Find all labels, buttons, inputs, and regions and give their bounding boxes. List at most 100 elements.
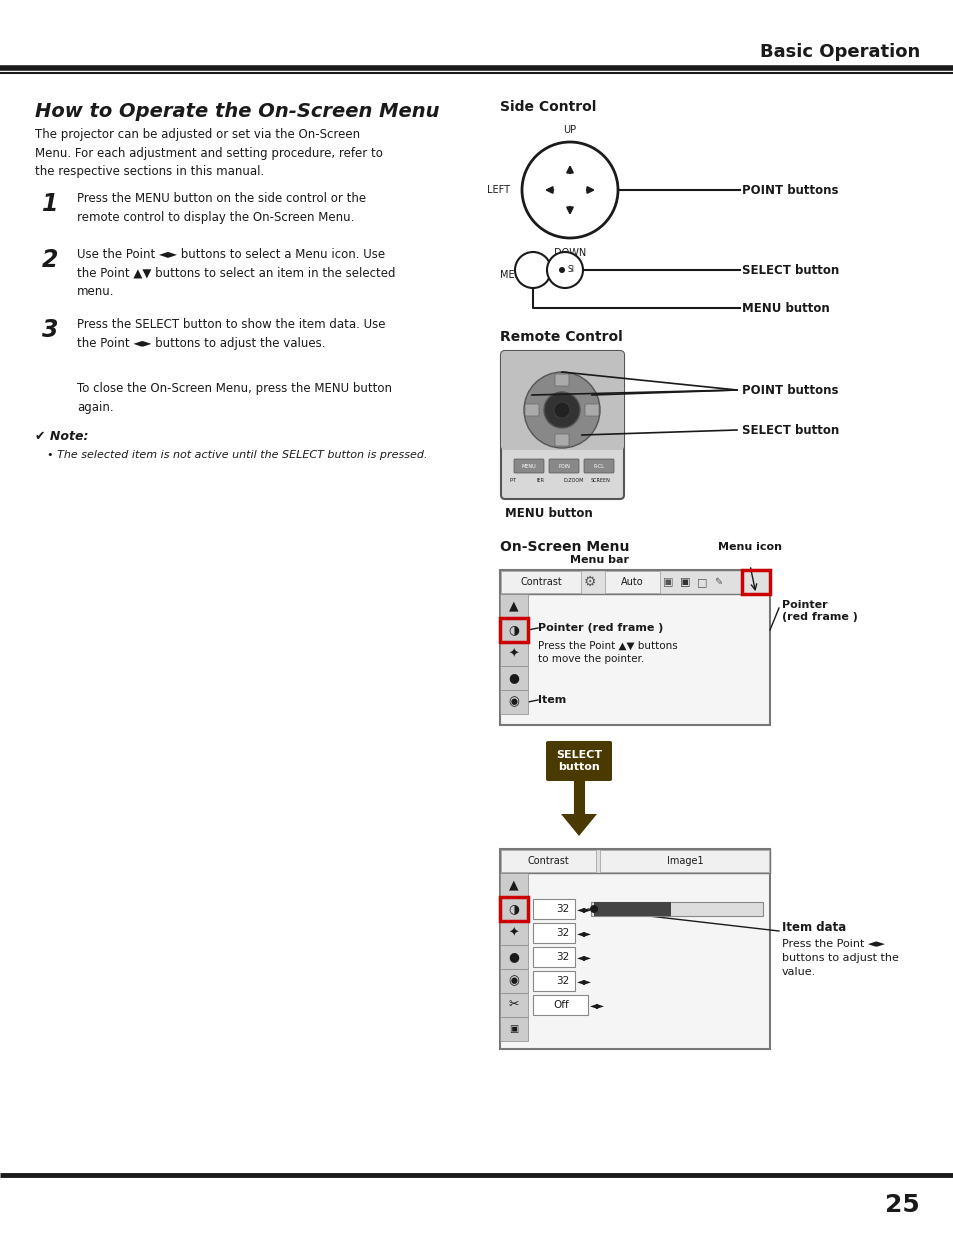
- Text: MENU: MENU: [521, 463, 536, 468]
- Text: ◄►: ◄►: [577, 952, 592, 962]
- Polygon shape: [560, 814, 597, 836]
- Bar: [499, 571, 769, 594]
- Text: MENU button: MENU button: [504, 508, 592, 520]
- Text: SELECT button: SELECT button: [741, 263, 839, 277]
- FancyBboxPatch shape: [514, 459, 543, 473]
- Bar: [599, 850, 768, 872]
- Bar: [590, 902, 762, 916]
- Text: The projector can be adjusted or set via the On-Screen
Menu. For each adjustment: The projector can be adjusted or set via…: [35, 128, 382, 178]
- Bar: [499, 897, 527, 921]
- Text: 25: 25: [884, 1193, 919, 1216]
- Text: □: □: [696, 577, 706, 587]
- Bar: [499, 571, 769, 725]
- Bar: [499, 969, 527, 993]
- Circle shape: [523, 372, 599, 448]
- Text: POIN: POIN: [558, 463, 569, 468]
- Text: 1: 1: [42, 191, 58, 216]
- Text: SELECT button: SELECT button: [741, 424, 839, 436]
- Bar: [499, 1016, 527, 1041]
- Text: ◉: ◉: [508, 695, 518, 709]
- Text: Contrast: Contrast: [527, 856, 568, 866]
- Text: Basic Operation: Basic Operation: [759, 43, 919, 61]
- Text: R-CL: R-CL: [593, 463, 604, 468]
- Bar: [594, 902, 671, 916]
- Text: ⚙: ⚙: [583, 576, 596, 589]
- FancyBboxPatch shape: [555, 433, 568, 446]
- Bar: [499, 642, 527, 666]
- Text: POINT buttons: POINT buttons: [741, 184, 838, 196]
- Text: POINT buttons: POINT buttons: [741, 384, 838, 396]
- Text: ◄►: ◄►: [589, 1000, 604, 1010]
- Text: ◑: ◑: [508, 903, 518, 915]
- Text: Item: Item: [537, 695, 566, 705]
- Text: 32: 32: [556, 976, 568, 986]
- Text: ◉: ◉: [508, 974, 518, 988]
- Text: ▣: ▣: [509, 1024, 518, 1034]
- Text: SELECT
button: SELECT button: [556, 750, 601, 772]
- Text: MENU: MENU: [499, 270, 529, 280]
- Bar: [499, 848, 769, 873]
- Text: D.ZOOM: D.ZOOM: [563, 478, 584, 483]
- Text: Contrast: Contrast: [519, 577, 561, 587]
- Text: To close the On-Screen Menu, press the MENU button
again.: To close the On-Screen Menu, press the M…: [77, 382, 392, 414]
- FancyBboxPatch shape: [545, 741, 612, 781]
- Bar: [499, 993, 527, 1016]
- Bar: [499, 848, 769, 1049]
- Text: Image1: Image1: [666, 856, 702, 866]
- Text: Side Control: Side Control: [499, 100, 596, 114]
- Text: ◄►: ◄►: [577, 904, 592, 914]
- Text: ▣: ▣: [662, 577, 673, 587]
- FancyBboxPatch shape: [500, 351, 623, 499]
- Text: UP: UP: [563, 125, 576, 135]
- Bar: [533, 995, 587, 1015]
- Circle shape: [558, 267, 564, 273]
- Text: How to Operate the On-Screen Menu: How to Operate the On-Screen Menu: [35, 103, 439, 121]
- Text: SCREEN: SCREEN: [590, 478, 610, 483]
- Text: ◄►: ◄►: [577, 976, 592, 986]
- Text: ▣: ▣: [679, 577, 690, 587]
- FancyBboxPatch shape: [583, 459, 614, 473]
- Text: LEFT: LEFT: [486, 185, 510, 195]
- Bar: [741, 571, 769, 594]
- Bar: [499, 873, 527, 897]
- Text: Item data: Item data: [781, 921, 845, 934]
- Text: ●: ●: [508, 672, 518, 684]
- Text: Pointer
(red frame ): Pointer (red frame ): [781, 600, 857, 622]
- Bar: [499, 945, 527, 969]
- Bar: [604, 571, 659, 593]
- FancyBboxPatch shape: [524, 404, 538, 416]
- Text: Menu icon: Menu icon: [718, 542, 781, 552]
- Bar: [499, 594, 527, 618]
- Text: Off: Off: [553, 1000, 568, 1010]
- Bar: [533, 971, 575, 990]
- Bar: [499, 690, 527, 714]
- Text: IER: IER: [537, 478, 544, 483]
- Text: P-T: P-T: [510, 478, 517, 483]
- Text: Use the Point ◄► buttons to select a Menu icon. Use
the Point ▲▼ buttons to sele: Use the Point ◄► buttons to select a Men…: [77, 248, 395, 298]
- FancyBboxPatch shape: [555, 374, 568, 387]
- Text: SI: SI: [567, 266, 575, 274]
- Text: Press the SELECT button to show the item data. Use
the Point ◄► buttons to adjus: Press the SELECT button to show the item…: [77, 317, 385, 350]
- Circle shape: [515, 252, 551, 288]
- Text: MENU button: MENU button: [741, 301, 829, 315]
- Text: ✂: ✂: [508, 999, 518, 1011]
- Text: ●: ●: [508, 951, 518, 963]
- Bar: [499, 666, 527, 690]
- Circle shape: [521, 142, 618, 238]
- Text: • The selected item is not active until the SELECT button is pressed.: • The selected item is not active until …: [47, 450, 427, 459]
- Text: 32: 32: [556, 927, 568, 939]
- Text: Auto: Auto: [620, 577, 642, 587]
- Text: 3: 3: [42, 317, 58, 342]
- Text: Press the Point ◄►
buttons to adjust the
value.: Press the Point ◄► buttons to adjust the…: [781, 939, 898, 977]
- Text: Pointer (red frame ): Pointer (red frame ): [537, 622, 662, 634]
- Bar: [499, 921, 527, 945]
- Text: ✎: ✎: [713, 577, 721, 587]
- Text: DOWN: DOWN: [554, 248, 585, 258]
- Circle shape: [546, 252, 582, 288]
- Bar: [499, 897, 527, 921]
- Text: ◑: ◑: [508, 624, 518, 636]
- Text: 2: 2: [42, 248, 58, 272]
- Text: ◄►: ◄►: [577, 927, 592, 939]
- Text: ✦: ✦: [508, 926, 518, 940]
- Bar: [533, 947, 575, 967]
